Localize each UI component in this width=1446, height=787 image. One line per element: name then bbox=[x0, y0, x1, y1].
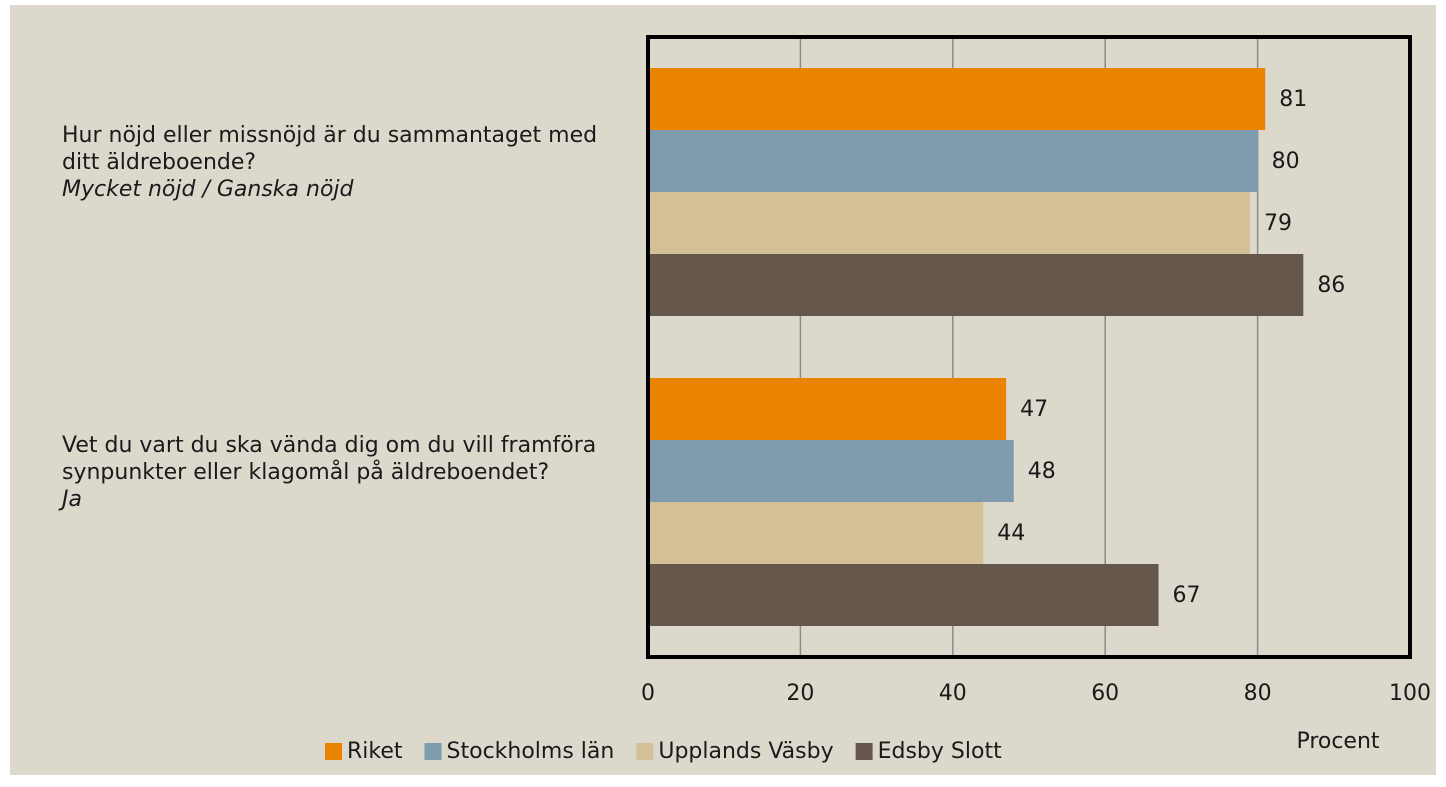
value-label: 81 bbox=[1279, 87, 1307, 112]
x-tick-label: 40 bbox=[939, 681, 967, 706]
value-label: 47 bbox=[1020, 397, 1048, 422]
value-label: 48 bbox=[1028, 459, 1056, 484]
category-label: Vet du vart du ska vända dig om du vill … bbox=[62, 432, 602, 513]
bar bbox=[648, 440, 1014, 502]
value-label: 44 bbox=[997, 521, 1025, 546]
value-label: 86 bbox=[1317, 273, 1345, 298]
bar bbox=[648, 130, 1258, 192]
bar bbox=[648, 68, 1266, 130]
question: Hur nöjd eller missnöjd är du sammantage… bbox=[62, 122, 598, 175]
legend-swatch bbox=[424, 743, 442, 760]
x-tick-label: 20 bbox=[786, 681, 814, 706]
x-tick-label: 0 bbox=[641, 681, 655, 706]
bar bbox=[648, 564, 1159, 626]
legend-label: Riket bbox=[347, 739, 403, 764]
x-tick-label: 60 bbox=[1091, 681, 1119, 706]
legend-label: Edsby Slott bbox=[878, 739, 1002, 764]
bar bbox=[648, 254, 1304, 316]
legend-label: Upplands Väsby bbox=[658, 739, 833, 764]
bar bbox=[648, 192, 1250, 254]
x-axis-label: Procent bbox=[1296, 729, 1379, 754]
plot-frame bbox=[646, 35, 1412, 659]
legend-swatch bbox=[855, 743, 873, 760]
legend-swatch bbox=[325, 743, 342, 760]
question: Vet du vart du ska vända dig om du vill … bbox=[62, 432, 597, 485]
category-label: Hur nöjd eller missnöjd är du sammantage… bbox=[62, 122, 602, 203]
x-tick-label: 100 bbox=[1389, 681, 1431, 706]
answer: Ja bbox=[62, 486, 82, 512]
value-label: 80 bbox=[1272, 149, 1300, 174]
answer: Mycket nöjd / Ganska nöjd bbox=[62, 176, 354, 202]
legend-swatch bbox=[636, 743, 654, 760]
bar bbox=[648, 378, 1007, 440]
value-label: 67 bbox=[1173, 583, 1201, 608]
legend-label: Stockholms län bbox=[447, 739, 615, 764]
x-tick-label: 80 bbox=[1244, 681, 1272, 706]
bar bbox=[648, 502, 984, 564]
value-label: 79 bbox=[1264, 211, 1292, 236]
